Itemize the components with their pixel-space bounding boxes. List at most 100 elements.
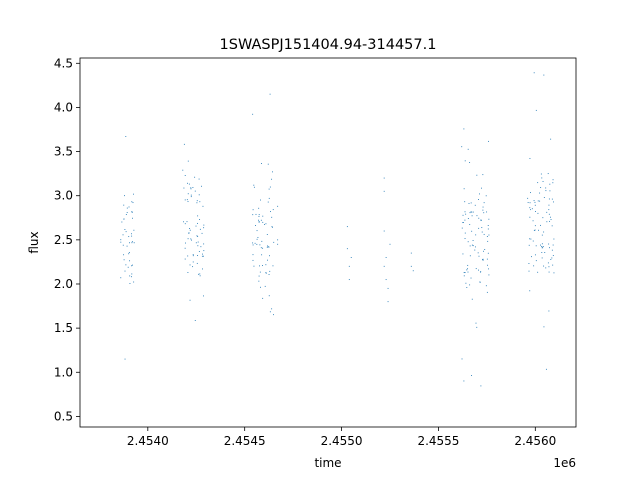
data-point: [194, 176, 196, 178]
data-point: [553, 201, 554, 203]
data-point: [258, 215, 260, 217]
data-point: [196, 262, 198, 264]
data-point: [133, 229, 135, 231]
data-point: [254, 242, 256, 244]
data-point: [476, 174, 478, 176]
data-point: [541, 257, 543, 259]
data-point: [186, 221, 188, 223]
data-point: [410, 252, 412, 254]
data-point: [482, 209, 484, 211]
y-tick-label: 3.0: [54, 189, 73, 203]
x-tick-label: 2.4545: [224, 434, 266, 448]
data-point: [487, 240, 489, 242]
data-point: [546, 211, 548, 213]
data-point: [548, 209, 550, 211]
data-point: [545, 187, 547, 189]
data-point: [201, 232, 203, 234]
data-point: [198, 178, 200, 180]
data-point: [528, 244, 530, 246]
data-point: [122, 244, 124, 246]
data-point: [543, 265, 545, 267]
data-point: [194, 190, 196, 192]
data-point: [485, 285, 487, 287]
data-point: [478, 255, 480, 257]
data-point: [464, 201, 466, 203]
x-tick-label: 2.4555: [417, 434, 459, 448]
data-point: [202, 268, 203, 270]
data-point: [467, 268, 468, 270]
data-point: [476, 215, 478, 217]
data-point: [258, 280, 260, 282]
data-point: [487, 225, 489, 226]
data-point: [273, 314, 274, 316]
data-point: [131, 265, 133, 267]
data-point: [186, 199, 188, 201]
y-tick-label: 4.5: [54, 56, 73, 70]
data-point: [350, 257, 352, 258]
data-point: [268, 246, 270, 248]
data-point: [126, 207, 128, 209]
x-tick-label: 2.4550: [321, 434, 363, 448]
data-point: [194, 320, 196, 321]
data-point: [187, 272, 189, 273]
data-point: [474, 204, 476, 206]
x-axis-ticks: 2.4540 2.4545 2.4550 2.4555 2.4560: [127, 427, 556, 448]
data-point: [469, 255, 471, 257]
data-point: [131, 273, 133, 275]
chart-title: 1SWASPJ151404.94-314457.1: [220, 37, 437, 53]
data-point: [483, 212, 485, 214]
data-point: [259, 244, 261, 246]
data-point: [541, 234, 543, 236]
data-point: [531, 208, 533, 210]
plot-frame: [79, 57, 577, 428]
data-point: [256, 243, 258, 245]
data-point: [198, 273, 200, 275]
data-point: [189, 228, 191, 229]
data-point: [202, 205, 204, 207]
data-point: [474, 249, 476, 251]
data-point: [191, 239, 192, 241]
data-point: [463, 128, 465, 130]
data-point: [187, 201, 189, 203]
data-point: [182, 169, 184, 171]
data-point: [543, 326, 545, 328]
x-axis-offset-label: 1e6: [553, 456, 576, 470]
data-point: [467, 271, 469, 273]
data-point: [410, 265, 412, 267]
data-point: [120, 277, 122, 279]
data-point: [129, 242, 130, 244]
data-point: [268, 188, 270, 190]
data-point: [123, 218, 125, 220]
data-point: [266, 246, 268, 248]
data-point: [192, 187, 194, 188]
data-point: [127, 266, 129, 268]
data-point: [472, 240, 474, 241]
data-point: [463, 380, 465, 382]
y-tick-label: 4.0: [54, 100, 73, 114]
data-point: [529, 202, 531, 204]
data-point: [462, 222, 464, 224]
data-point: [471, 230, 473, 232]
data-point: [487, 264, 488, 266]
data-point: [133, 193, 134, 195]
data-point: [488, 268, 490, 270]
data-point: [385, 257, 387, 258]
data-point: [553, 238, 555, 240]
data-point: [253, 265, 255, 267]
data-point: [271, 226, 273, 228]
data-point: [202, 253, 203, 255]
data-point: [551, 249, 553, 251]
data-point: [252, 214, 254, 216]
data-point: [534, 225, 536, 227]
data-point: [121, 221, 123, 223]
data-point: [541, 245, 543, 247]
data-point: [475, 268, 477, 270]
data-point: [272, 265, 274, 267]
data-point: [197, 241, 199, 243]
data-point: [389, 243, 391, 245]
data-point: [548, 271, 550, 273]
data-point: [478, 217, 480, 219]
data-point: [268, 295, 270, 297]
data-point: [483, 233, 485, 235]
data-point: [262, 215, 264, 217]
